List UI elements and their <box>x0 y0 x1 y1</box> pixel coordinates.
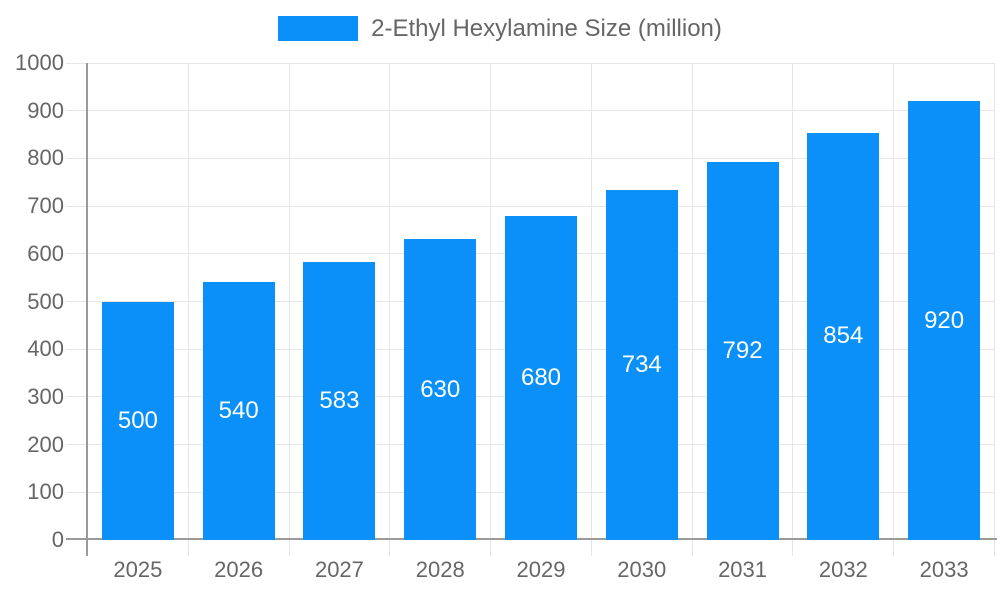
x-gridline <box>389 63 391 556</box>
y-axis-tick-label: 200 <box>27 431 64 457</box>
bar[interactable]: 500 <box>101 301 174 540</box>
y-axis-tick-label: 100 <box>27 479 64 505</box>
x-axis-tick-label: 2033 <box>919 557 969 582</box>
x-axis-tick-label: 2030 <box>617 557 667 582</box>
y-axis-tick-label: 700 <box>27 193 64 219</box>
y-gridline <box>66 157 995 159</box>
x-gridline <box>590 63 592 556</box>
y-axis-line <box>85 63 88 556</box>
x-axis-tick-label: 2025 <box>113 557 163 582</box>
y-gridline <box>66 62 995 64</box>
bar-value-label: 734 <box>621 350 662 378</box>
bar[interactable]: 630 <box>404 239 477 540</box>
bar[interactable]: 792 <box>706 162 779 540</box>
y-axis-tick-label: 600 <box>27 240 64 266</box>
bar-value-label: 500 <box>117 406 158 434</box>
bar-value-label: 583 <box>319 386 360 414</box>
y-axis-tick-label: 1000 <box>15 50 64 75</box>
plot-area: 0 100 200 300 400 500 600 700 800 900 1000 500 2025 5… <box>15 52 997 582</box>
bar[interactable]: 854 <box>807 132 880 540</box>
bar-value-label: 854 <box>823 322 864 350</box>
x-gridline <box>187 63 189 556</box>
x-axis-tick-label: 2031 <box>718 557 768 582</box>
x-axis-tick-label: 2028 <box>415 557 465 582</box>
legend-item[interactable]: 2-Ethyl Hexylamine Size (million) <box>0 16 1000 41</box>
y-gridline <box>66 110 995 112</box>
y-gridline <box>66 205 995 207</box>
x-gridline <box>288 63 290 556</box>
bar[interactable]: 734 <box>605 189 678 540</box>
x-axis-tick-label: 2026 <box>214 557 264 582</box>
legend-label: 2-Ethyl Hexylamine Size (million) <box>371 15 722 42</box>
bar[interactable]: 920 <box>908 101 981 540</box>
y-axis-tick-label: 900 <box>27 97 64 123</box>
bar[interactable]: 680 <box>505 215 577 540</box>
bar-value-label: 630 <box>420 375 461 403</box>
bar-value-label: 540 <box>218 397 259 425</box>
y-axis-tick-label: 800 <box>27 145 64 171</box>
legend-swatch <box>278 16 359 41</box>
bar[interactable]: 583 <box>303 261 376 540</box>
y-axis-tick-label: 0 <box>51 527 64 552</box>
bar[interactable]: 540 <box>202 282 275 540</box>
y-axis-tick-label: 500 <box>27 288 64 314</box>
x-gridline <box>792 63 794 556</box>
x-axis-tick-label: 2027 <box>314 557 364 582</box>
bar-value-label: 920 <box>924 306 965 334</box>
x-gridline <box>893 63 895 556</box>
x-gridline <box>490 63 492 556</box>
y-axis-tick-label: 400 <box>27 336 64 362</box>
x-axis-tick-label: 2032 <box>818 557 868 582</box>
x-gridline <box>691 63 693 556</box>
bar-value-label: 680 <box>520 363 562 391</box>
y-axis-tick-label: 300 <box>27 383 64 409</box>
x-axis-tick-label: 2029 <box>516 557 566 582</box>
bar-value-label: 792 <box>722 337 763 365</box>
x-gridline <box>994 63 995 556</box>
